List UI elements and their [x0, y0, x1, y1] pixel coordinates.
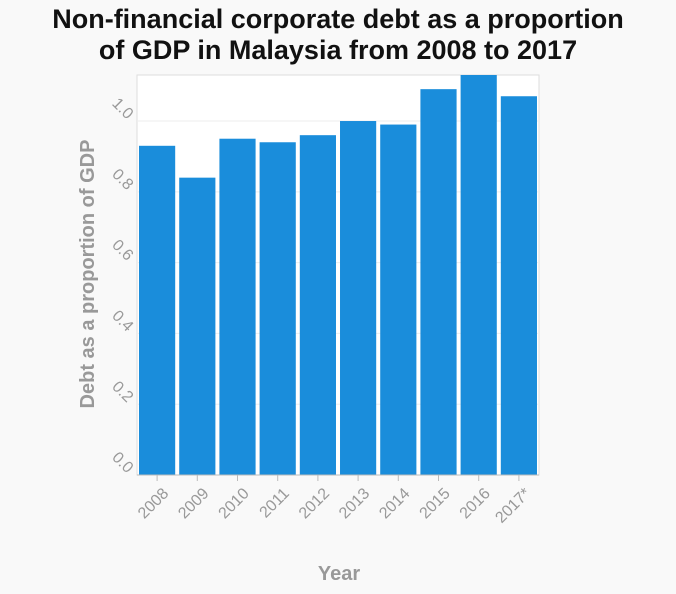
y-tick-label: 0.8 — [108, 166, 136, 194]
bar-2009 — [179, 177, 216, 476]
chart-title-line-1: Non-financial corporate debt as a propor… — [52, 4, 624, 34]
bar-2016 — [460, 75, 497, 475]
y-tick-label: 1.0 — [108, 95, 136, 123]
bar-2015 — [420, 89, 457, 475]
x-tick-label: 2017* — [492, 485, 534, 527]
chart-title: Non-financial corporate debt as a propor… — [0, 4, 676, 66]
x-tick-label: 2011 — [257, 485, 293, 521]
x-tick-label: 2009 — [175, 485, 212, 522]
y-tick-label: 0.2 — [108, 378, 136, 406]
y-tick-label: 0.6 — [108, 237, 136, 265]
y-axis-ticks: 0.0 0.2 0.4 0.6 0.8 1.0 — [108, 95, 136, 477]
x-tick-label: 2015 — [416, 485, 453, 522]
bar-2014 — [380, 124, 417, 475]
x-tick-label: 2014 — [376, 485, 413, 522]
y-tick-label: 0.0 — [108, 449, 136, 477]
x-tick-label: 2016 — [457, 485, 494, 522]
bars — [139, 75, 537, 476]
y-tick-label: 0.4 — [108, 307, 136, 335]
x-tick-label: 2010 — [215, 485, 252, 522]
bar-2013 — [340, 121, 377, 475]
bar-2010 — [219, 138, 256, 476]
bar-2008 — [139, 145, 176, 476]
x-tick-label: 2012 — [296, 485, 333, 522]
bar-2017 — [500, 96, 537, 475]
x-tick-label: 2008 — [135, 485, 172, 522]
bar-2011 — [259, 142, 296, 475]
chart-title-line-2: of GDP in Malaysia from 2008 to 2017 — [98, 35, 578, 65]
bar-2012 — [299, 135, 336, 475]
x-tick-label: 2013 — [336, 485, 373, 522]
x-axis-label: Year — [318, 563, 360, 585]
x-axis-ticks: 2008 2009 2010 2011 2012 2013 2014 2015 20162017… — [135, 475, 534, 527]
y-axis-label: Debt as a proportion of GDP — [77, 140, 99, 409]
